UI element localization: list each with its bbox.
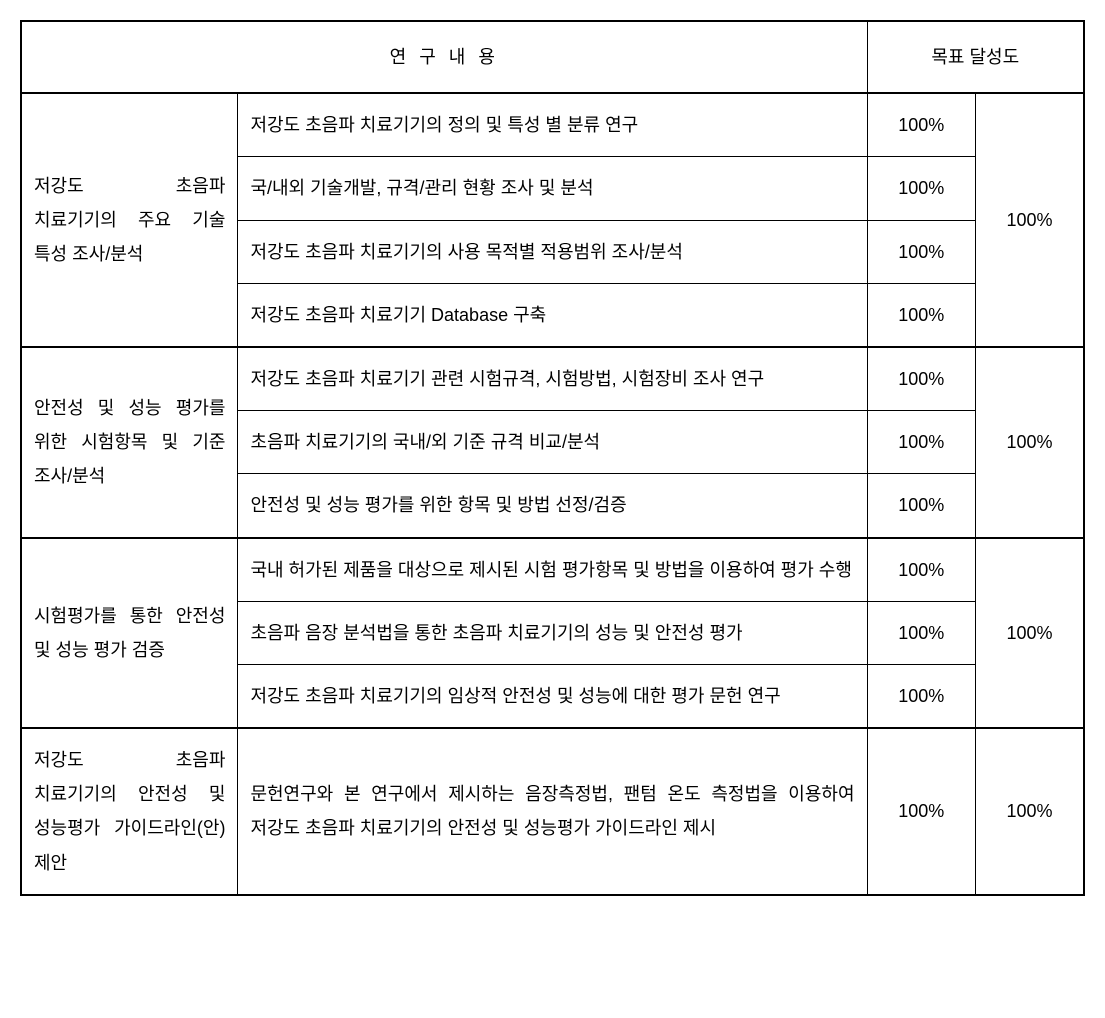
item-percent-cell: 100% [867,411,975,474]
category-cell: 저강도 초음파 치료기기의 주요 기술 특성 조사/분석 [21,93,238,347]
group-percent-cell: 100% [976,538,1084,729]
category-cell: 시험평가를 통한 안전성 및 성능 평가 검증 [21,538,238,729]
table-row: 저강도 초음파 치료기기의 안전성 및 성능평가 가이드라인(안) 제안문헌연구… [21,728,1084,895]
group-percent-cell: 100% [976,93,1084,347]
detail-cell: 저강도 초음파 치료기기의 사용 목적별 적용범위 조사/분석 [238,220,867,283]
category-cell: 저강도 초음파 치료기기의 안전성 및 성능평가 가이드라인(안) 제안 [21,728,238,895]
detail-cell: 저강도 초음파 치료기기의 임상적 안전성 및 성능에 대한 평가 문헌 연구 [238,664,867,728]
item-percent-cell: 100% [867,474,975,538]
item-percent-cell: 100% [867,220,975,283]
table-row: 안전성 및 성능 평가를 위한 시험항목 및 기준 조사/분석저강도 초음파 치… [21,347,1084,411]
research-table: 연 구 내 용 목표 달성도 저강도 초음파 치료기기의 주요 기술 특성 조사… [20,20,1085,896]
detail-cell: 저강도 초음파 치료기기의 정의 및 특성 별 분류 연구 [238,93,867,157]
item-percent-cell: 100% [867,538,975,602]
header-achievement: 목표 달성도 [867,21,1084,93]
category-cell: 안전성 및 성능 평가를 위한 시험항목 및 기준 조사/분석 [21,347,238,538]
item-percent-cell: 100% [867,664,975,728]
detail-cell: 문헌연구와 본 연구에서 제시하는 음장측정법, 팬텀 온도 측정법을 이용하여… [238,728,867,895]
item-percent-cell: 100% [867,601,975,664]
group-percent-cell: 100% [976,728,1084,895]
detail-cell: 저강도 초음파 치료기기 관련 시험규격, 시험방법, 시험장비 조사 연구 [238,347,867,411]
header-research-content: 연 구 내 용 [21,21,867,93]
group-percent-cell: 100% [976,347,1084,538]
detail-cell: 초음파 치료기기의 국내/외 기준 규격 비교/분석 [238,411,867,474]
item-percent-cell: 100% [867,728,975,895]
item-percent-cell: 100% [867,157,975,220]
header-row: 연 구 내 용 목표 달성도 [21,21,1084,93]
item-percent-cell: 100% [867,93,975,157]
detail-cell: 안전성 및 성능 평가를 위한 항목 및 방법 선정/검증 [238,474,867,538]
detail-cell: 국내 허가된 제품을 대상으로 제시된 시험 평가항목 및 방법을 이용하여 평… [238,538,867,602]
table-row: 시험평가를 통한 안전성 및 성능 평가 검증국내 허가된 제품을 대상으로 제… [21,538,1084,602]
detail-cell: 국/내외 기술개발, 규격/관리 현황 조사 및 분석 [238,157,867,220]
item-percent-cell: 100% [867,347,975,411]
detail-cell: 저강도 초음파 치료기기 Database 구축 [238,283,867,347]
item-percent-cell: 100% [867,283,975,347]
table-row: 저강도 초음파 치료기기의 주요 기술 특성 조사/분석저강도 초음파 치료기기… [21,93,1084,157]
detail-cell: 초음파 음장 분석법을 통한 초음파 치료기기의 성능 및 안전성 평가 [238,601,867,664]
